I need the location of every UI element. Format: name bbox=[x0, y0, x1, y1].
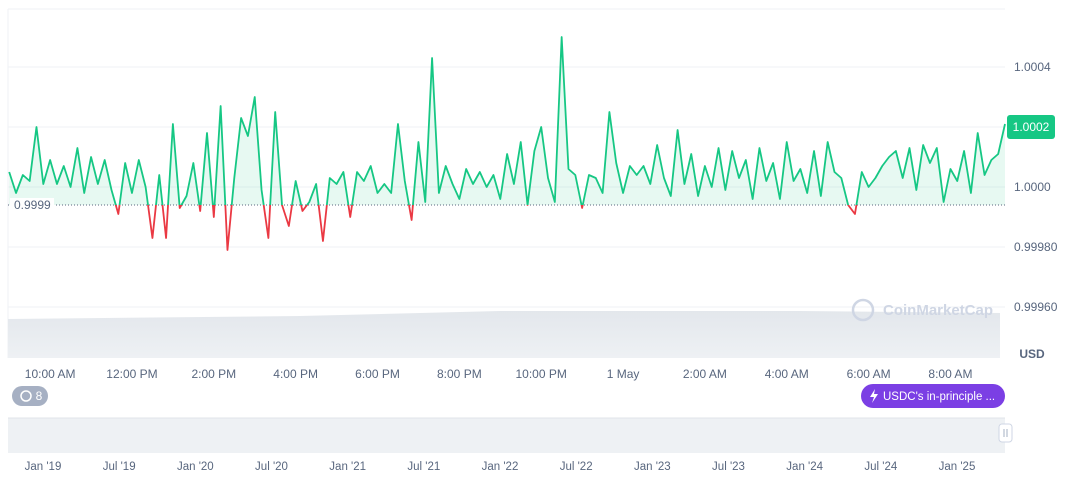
watermark: CoinMarketCap bbox=[851, 298, 993, 322]
alert-badge-bg bbox=[12, 386, 48, 406]
navigator-label: Jul '21 bbox=[407, 461, 440, 473]
series bbox=[8, 36, 1006, 251]
volume-area bbox=[8, 311, 1000, 358]
y-tick-label: 0.99960 bbox=[1014, 300, 1058, 314]
news-icon bbox=[870, 389, 878, 403]
baseline-label-bg bbox=[10, 198, 54, 213]
watermark-logo bbox=[851, 298, 875, 322]
x-tick-label: 2:00 AM bbox=[683, 367, 727, 381]
navigator-label: Jan '21 bbox=[329, 461, 366, 473]
navigator-handle[interactable] bbox=[998, 423, 1013, 443]
x-tick-label: 4:00 PM bbox=[273, 367, 318, 381]
navigator-label: Jan '25 bbox=[939, 461, 976, 473]
navigator-label: Jan '24 bbox=[786, 461, 823, 473]
x-tick-label: 8:00 PM bbox=[437, 367, 482, 381]
x-tick-label: 12:00 PM bbox=[106, 367, 157, 381]
x-tick-label: 6:00 PM bbox=[355, 367, 400, 381]
area bbox=[9, 37, 1005, 205]
y-tick-label: 1.0004 bbox=[1014, 60, 1051, 74]
watermark-text: CoinMarketCap bbox=[883, 302, 993, 319]
alert-icon bbox=[20, 390, 32, 402]
y-tick-label: 0.99980 bbox=[1014, 240, 1058, 254]
navigator-label: Jul '22 bbox=[560, 461, 593, 473]
x-tick-label: 10:00 AM bbox=[25, 367, 76, 381]
x-tick-label: 2:00 PM bbox=[191, 367, 236, 381]
grid bbox=[8, 66, 1005, 308]
x-tick-label: 4:00 AM bbox=[765, 367, 809, 381]
navigator-label: Jul '20 bbox=[255, 461, 288, 473]
navigator-labels: Jan '19 Jul '19 Jan '20 Jul '20 Jan '21 Jul '… bbox=[25, 461, 976, 473]
y-tick-label: 1.0000 bbox=[1014, 180, 1051, 194]
x-tick-label: 1 May bbox=[607, 367, 640, 381]
price-line bbox=[8, 36, 1006, 251]
news-button-bg bbox=[861, 384, 1005, 408]
current-price-bg bbox=[1007, 115, 1055, 139]
navigator-label: Jul '23 bbox=[712, 461, 745, 473]
navigator-label: Jan '20 bbox=[177, 461, 214, 473]
navigator-label: Jul '24 bbox=[864, 461, 897, 473]
currency-label: USD bbox=[1019, 347, 1045, 361]
navigator-label: Jan '19 bbox=[25, 461, 62, 473]
x-tick-label: 8:00 AM bbox=[928, 367, 972, 381]
x-tick-label: 10:00 PM bbox=[516, 367, 567, 381]
x-tick-label: 6:00 AM bbox=[847, 367, 891, 381]
baseline-label: 0.9999 bbox=[14, 198, 51, 212]
navigator[interactable] bbox=[8, 418, 1005, 453]
navigator-label: Jan '22 bbox=[482, 461, 519, 473]
alert-badge[interactable]: 8 bbox=[12, 386, 48, 406]
news-button-text: USDC's in-principle ... bbox=[883, 391, 995, 403]
navigator-label: Jan '23 bbox=[634, 461, 671, 473]
current-price: 1.0002 bbox=[1013, 120, 1050, 134]
navigator-label: Jul '19 bbox=[103, 461, 136, 473]
news-button[interactable]: USDC's in-principle ... bbox=[861, 384, 1005, 408]
alert-count: 8 bbox=[36, 389, 43, 403]
